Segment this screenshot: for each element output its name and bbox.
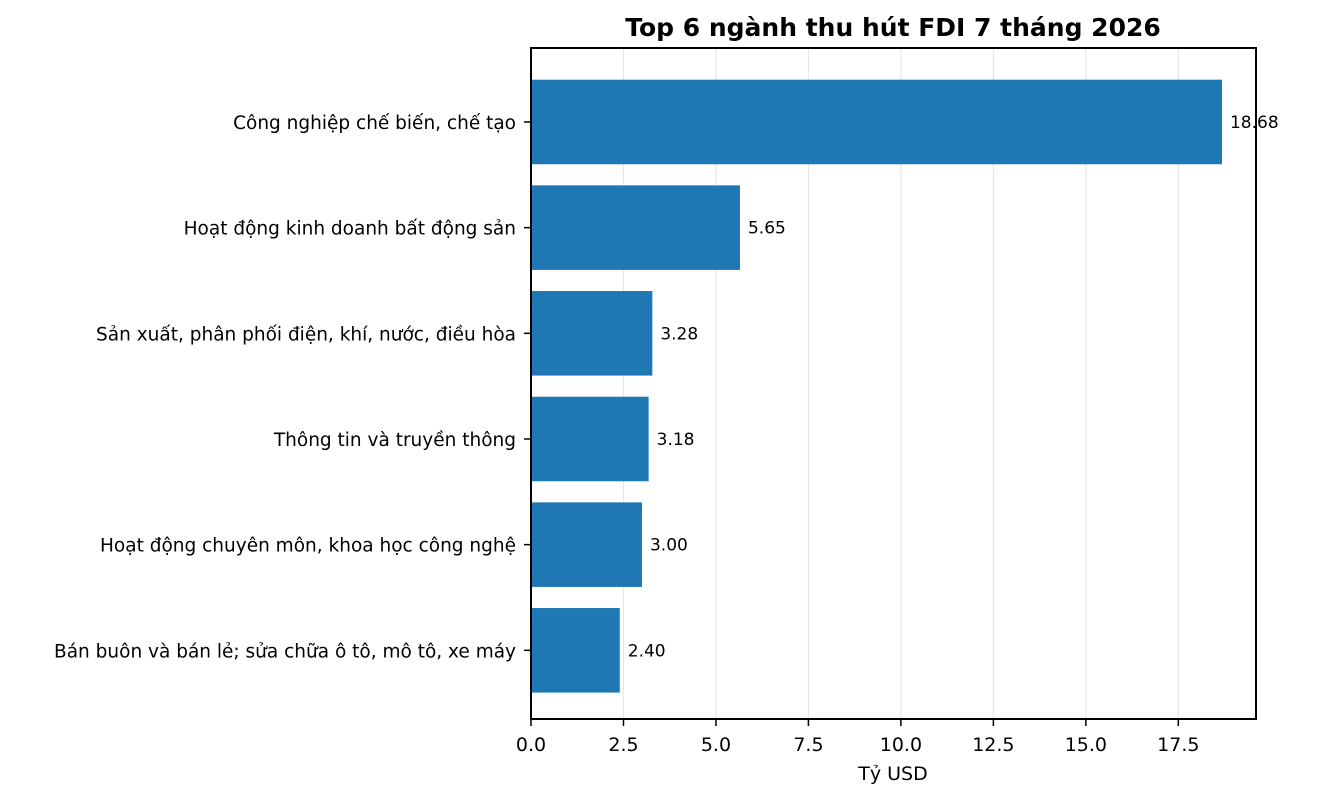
category-label: Công nghiệp chế biến, chế tạo xyxy=(233,113,516,134)
x-axis-title: Tỷ USD xyxy=(857,763,928,785)
bar-value-label: 3.28 xyxy=(660,324,698,344)
bar-value-label: 5.65 xyxy=(748,219,786,239)
x-tick-label: 12.5 xyxy=(972,734,1014,756)
x-tick-label: 7.5 xyxy=(793,734,823,756)
category-label: Hoạt động chuyên môn, khoa học công nghệ xyxy=(100,536,516,557)
bar-value-label: 3.18 xyxy=(657,430,695,450)
bar xyxy=(531,79,1222,165)
category-label: Bán buôn và bán lẻ; sửa chữa ô tô, mô tô… xyxy=(54,641,516,662)
bar-value-label: 18.68 xyxy=(1230,113,1279,133)
bar-value-label: 2.40 xyxy=(628,641,666,661)
bar xyxy=(531,185,740,270)
x-tick-label: 17.5 xyxy=(1157,734,1199,756)
category-labels: Công nghiệp chế biến, chế tạo Hoạt động k… xyxy=(54,113,531,662)
x-axis-ticks: 0.0 2.5 5.0 7.5 10.0 12.5 15.0 17.5 xyxy=(516,719,1199,756)
plot-frame xyxy=(530,47,1257,720)
bar xyxy=(531,502,642,587)
bar xyxy=(531,396,649,482)
category-label: Thông tin và truyền thông xyxy=(273,430,516,451)
chart-title: Top 6 ngành thu hút FDI 7 tháng 2026 xyxy=(625,13,1161,42)
category-label: Hoạt động kinh doanh bất động sản xyxy=(184,219,516,240)
x-tick-label: 2.5 xyxy=(608,734,638,756)
x-tick-label: 10.0 xyxy=(880,734,922,756)
bars xyxy=(531,79,1222,693)
x-tick-label: 5.0 xyxy=(701,734,731,756)
x-tick-label: 15.0 xyxy=(1065,734,1107,756)
category-label: Sản xuất, phân phối điện, khí, nước, điề… xyxy=(96,324,516,345)
x-tick-label: 0.0 xyxy=(516,734,546,756)
bar xyxy=(531,608,620,693)
value-labels: 18.68 5.65 3.28 3.18 3.00 2.40 xyxy=(628,113,1279,661)
bar-value-label: 3.00 xyxy=(650,536,688,556)
bar xyxy=(531,291,653,376)
